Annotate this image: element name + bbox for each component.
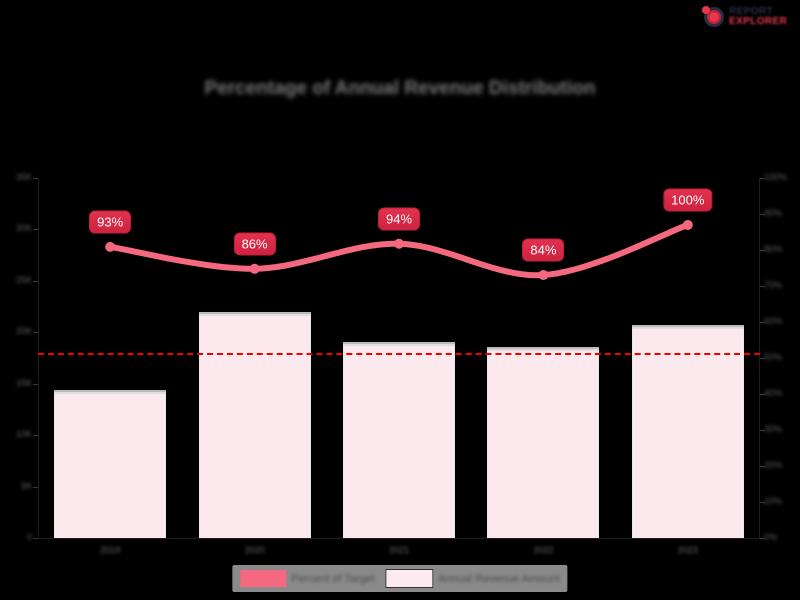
y-axis-right-label: 40% [764, 388, 783, 398]
legend-swatch-bar [384, 569, 433, 588]
y-axis-right-tick [760, 466, 765, 467]
y-axis-left-tick [33, 486, 38, 488]
y-axis-left-tick [33, 538, 38, 539]
x-axis-tick-label: 2021 [388, 545, 410, 555]
line-marker[interactable] [682, 219, 693, 230]
trend-polyline [107, 222, 691, 279]
chart-legend: Percent of Target Annual Revenue Amount [232, 565, 568, 592]
y-axis-right-tick [760, 430, 765, 431]
y-axis-left-tick [33, 280, 38, 282]
y-axis-right-tick [760, 538, 765, 539]
y-axis-right-tick [760, 502, 765, 503]
line-marker[interactable] [538, 270, 549, 281]
y-axis-right [759, 178, 760, 538]
y-axis-right-tick [760, 394, 765, 395]
x-axis-tick-label: 2022 [533, 545, 554, 555]
data-label: 93% [89, 210, 132, 234]
data-label: 100% [663, 188, 713, 212]
logo-line-1: REPORT [729, 6, 774, 17]
y-axis-left-label: 30K [15, 223, 32, 234]
bar[interactable] [631, 325, 744, 538]
y-axis-left-label: 5K [20, 480, 32, 491]
x-axis [38, 538, 760, 539]
legend-label-line: Percent of Target [291, 572, 375, 585]
y-axis-left-tick [33, 383, 38, 385]
y-axis-left-label: 0 [26, 532, 32, 542]
y-axis-right-tick [760, 358, 765, 359]
y-axis-right-label: 80% [764, 244, 783, 254]
y-axis-right-label: 30% [764, 424, 783, 434]
legend-swatch-line [240, 570, 287, 587]
legend-item-bar[interactable]: Annual Revenue Amount [384, 569, 560, 588]
y-axis-right-tick [760, 250, 765, 251]
line-marker[interactable] [105, 241, 116, 252]
y-axis-left-label: 10K [15, 429, 32, 440]
y-axis-right-label: 90% [764, 208, 783, 218]
bar[interactable] [343, 341, 455, 538]
line-markers [105, 219, 693, 281]
reference-line [38, 352, 760, 355]
data-label: 94% [377, 207, 421, 231]
bar[interactable] [487, 346, 600, 538]
logo-line-2: EXPLORER [729, 16, 788, 27]
y-axis-right-label: 60% [764, 316, 783, 326]
y-axis-left-tick [33, 332, 38, 334]
x-axis-tick-label: 2019 [100, 545, 121, 555]
y-axis-right-label: 100% [764, 172, 788, 182]
bar[interactable] [198, 311, 311, 538]
y-axis-right-tick [760, 286, 765, 287]
legend-label-bar: Annual Revenue Amount [437, 572, 560, 585]
y-axis-left-tick [33, 435, 38, 437]
y-axis-left-label: 35K [15, 172, 32, 182]
y-axis-left-tick [33, 229, 38, 231]
y-axis-right-label: 0% [764, 532, 778, 542]
y-axis-right-label: 50% [764, 352, 783, 362]
y-axis-left [38, 178, 39, 538]
y-axis-left-label: 15K [15, 377, 32, 388]
y-axis-right-label: 70% [764, 280, 783, 290]
line-marker[interactable] [249, 263, 260, 274]
y-axis-right-label: 20% [764, 460, 783, 470]
legend-item-line[interactable]: Percent of Target [240, 570, 375, 587]
logo-flower-icon [702, 5, 726, 29]
y-axis-right-tick [760, 214, 765, 215]
y-axis-right-tick [760, 178, 765, 179]
data-label: 84% [522, 238, 565, 262]
line-marker[interactable] [394, 238, 404, 249]
x-axis-tick-label: 2020 [244, 545, 265, 555]
y-axis-right-label: 10% [764, 496, 783, 506]
data-label: 86% [233, 232, 276, 256]
y-axis-left-tick [33, 178, 38, 179]
watermark-logo: REPORT EXPLORER [702, 4, 794, 30]
y-axis-left-label: 25K [15, 274, 32, 285]
y-axis-right-tick [760, 322, 765, 323]
chart-title: Percentage of Annual Revenue Distributio… [204, 78, 596, 99]
bar[interactable] [54, 389, 167, 538]
y-axis-left-label: 20K [15, 326, 32, 337]
x-axis-tick-label: 2023 [677, 545, 698, 555]
